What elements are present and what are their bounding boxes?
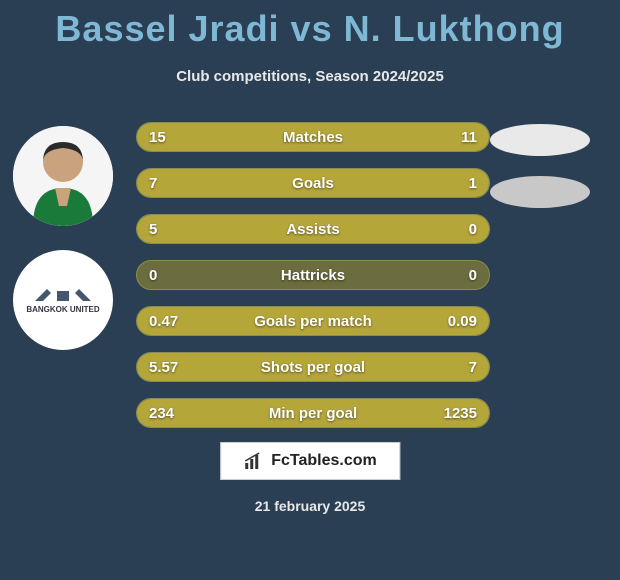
stat-bar-row: 5.57Shots per goal7	[136, 352, 490, 382]
club-badge: BANGKOK UNITED	[13, 250, 113, 350]
stat-value-right: 0	[469, 215, 477, 244]
stat-label: Matches	[137, 123, 489, 152]
player-right-oval-2	[490, 176, 590, 208]
player-left-avatar	[13, 126, 113, 226]
avatar-placeholder-icon	[13, 126, 113, 226]
stat-label: Assists	[137, 215, 489, 244]
stat-value-right: 11	[461, 123, 477, 152]
stat-bar-row: 5Assists0	[136, 214, 490, 244]
right-player-column	[490, 124, 600, 228]
stat-label: Min per goal	[137, 399, 489, 428]
fctables-logo-icon	[243, 451, 263, 471]
stat-value-right: 0	[469, 261, 477, 290]
footer-date: 21 february 2025	[0, 498, 620, 514]
stat-label: Shots per goal	[137, 353, 489, 382]
club-wings-icon	[33, 287, 93, 305]
player-right-oval-1	[490, 124, 590, 156]
left-player-column: BANGKOK UNITED	[8, 126, 118, 350]
stat-label: Goals	[137, 169, 489, 198]
footer-brand-badge[interactable]: FcTables.com	[220, 442, 400, 480]
stat-value-right: 1	[469, 169, 477, 198]
footer-brand-text: FcTables.com	[271, 452, 377, 470]
page-title: Bassel Jradi vs N. Lukthong	[0, 0, 620, 50]
page-subtitle: Club competitions, Season 2024/2025	[0, 68, 620, 85]
stat-bar-row: 7Goals1	[136, 168, 490, 198]
stats-bar-chart: 15Matches117Goals15Assists00Hattricks00.…	[136, 122, 490, 444]
stat-bar-row: 15Matches11	[136, 122, 490, 152]
stat-bar-row: 0.47Goals per match0.09	[136, 306, 490, 336]
club-badge-text: BANGKOK UNITED	[26, 305, 99, 314]
stat-bar-row: 234Min per goal1235	[136, 398, 490, 428]
stat-value-right: 0.09	[448, 307, 477, 336]
stat-label: Goals per match	[137, 307, 489, 336]
stat-value-right: 7	[469, 353, 477, 382]
stat-label: Hattricks	[137, 261, 489, 290]
stat-bar-row: 0Hattricks0	[136, 260, 490, 290]
stat-value-right: 1235	[444, 399, 477, 428]
